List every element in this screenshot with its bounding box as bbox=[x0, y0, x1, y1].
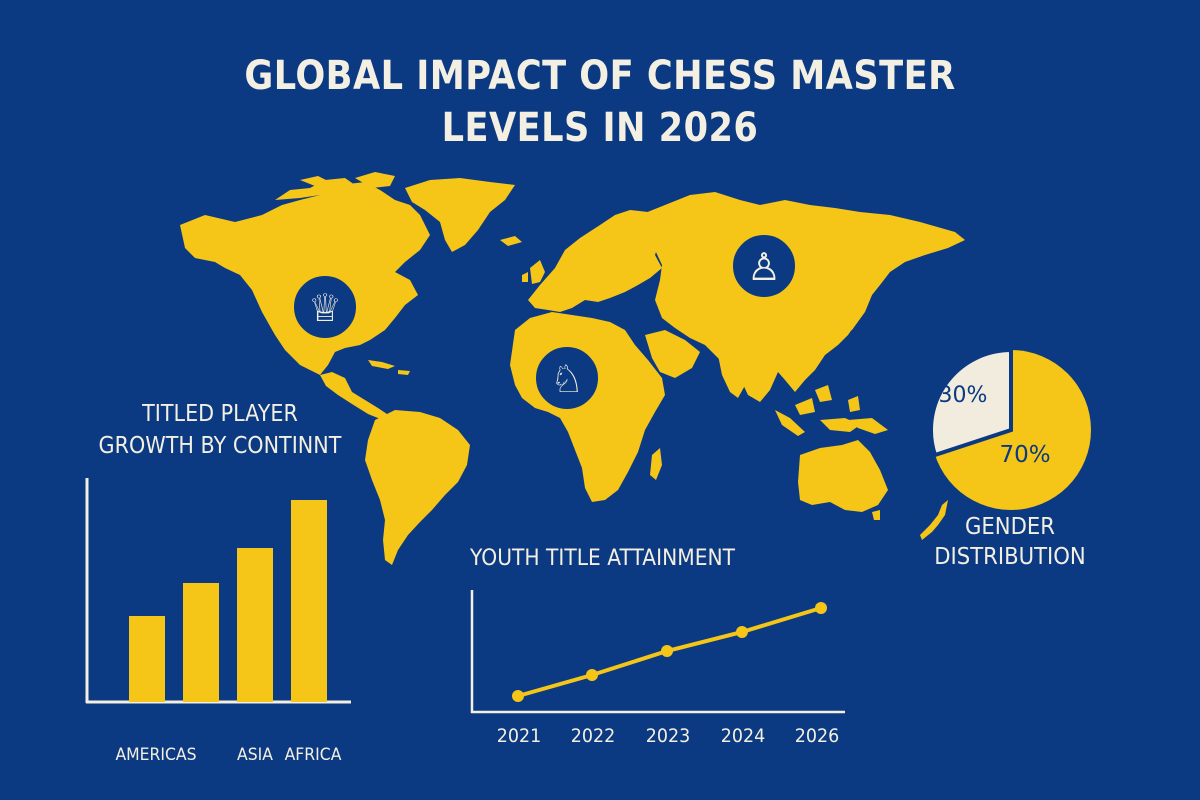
bar-asia bbox=[237, 548, 273, 702]
year-label-2026: 2026 bbox=[794, 725, 840, 747]
bar-chart-title: TITLED PLAYER GROWTH BY CONTINNT bbox=[76, 398, 364, 462]
indian-subcontinent bbox=[718, 352, 752, 398]
southeast-asia-islands bbox=[775, 385, 860, 436]
title-line-1: GLOBAL IMPACT OF CHESS MASTER bbox=[244, 53, 956, 99]
continent-arctic-islands bbox=[275, 172, 395, 200]
new-guinea bbox=[848, 418, 888, 434]
title-line-2: LEVELS IN 2026 bbox=[441, 105, 759, 151]
category-label-asia: ASIA bbox=[237, 745, 273, 765]
category-label-africa: AFRICA bbox=[284, 745, 342, 765]
bar-africa bbox=[291, 500, 327, 702]
data-point-2022 bbox=[586, 669, 598, 681]
chess-queen-icon: ♕ bbox=[308, 286, 342, 330]
tasmania bbox=[872, 510, 880, 520]
continent-africa bbox=[510, 312, 665, 502]
chess-pawn-icon: ♙ bbox=[747, 245, 781, 289]
continent-greenland bbox=[405, 178, 515, 252]
data-point-2021 bbox=[512, 690, 524, 702]
madagascar bbox=[650, 448, 662, 480]
line-chart bbox=[470, 590, 845, 714]
line-chart-title: YOUTH TITLE ATTAINMENT bbox=[470, 546, 736, 571]
continent-australia bbox=[798, 440, 888, 512]
pie-chart-title: GENDER DISTRIBUTION bbox=[909, 512, 1111, 572]
chess-knight-icon: ♘ bbox=[550, 357, 584, 401]
marker-north-america[interactable]: ♕ bbox=[292, 274, 358, 340]
marker-asia[interactable]: ♙ bbox=[731, 233, 797, 299]
new-zealand bbox=[920, 500, 948, 540]
bar-americas bbox=[129, 616, 165, 702]
pie-chart-title-line-1: GENDER bbox=[965, 514, 1055, 540]
category-label-americas: AMERICAS bbox=[115, 745, 197, 765]
arabian-peninsula bbox=[645, 330, 700, 378]
continent-central-america bbox=[320, 372, 390, 420]
pie-label-70: 70% bbox=[999, 442, 1050, 468]
pie-label-30: 30% bbox=[939, 383, 988, 408]
year-label-2022: 2022 bbox=[570, 725, 616, 747]
pie-chart: 30% 70% bbox=[929, 347, 1091, 510]
uk-islands bbox=[522, 260, 545, 284]
caribbean-islands bbox=[368, 360, 410, 375]
continent-europe bbox=[528, 210, 662, 312]
pie-slice-30 bbox=[929, 347, 1013, 458]
bar-chart bbox=[85, 478, 351, 704]
continent-south-america bbox=[365, 410, 470, 565]
japan bbox=[845, 278, 872, 332]
pie-chart-title-line-2: DISTRIBUTION bbox=[934, 544, 1086, 570]
year-label-2024: 2024 bbox=[720, 725, 766, 747]
data-point-2023 bbox=[661, 645, 673, 657]
data-point-2026 bbox=[815, 602, 827, 614]
bar-2 bbox=[183, 583, 219, 702]
bar-chart-title-line-2: GROWTH BY CONTINNT bbox=[98, 433, 342, 459]
marker-africa[interactable]: ♘ bbox=[534, 345, 600, 411]
iceland bbox=[500, 236, 522, 246]
year-label-2021: 2021 bbox=[496, 725, 542, 747]
continent-asia bbox=[640, 192, 965, 402]
continent-north-america bbox=[180, 182, 430, 375]
data-point-2024 bbox=[736, 626, 748, 638]
bar-chart-title-line-1: TITLED PLAYER bbox=[142, 401, 298, 427]
year-label-2023: 2023 bbox=[645, 725, 691, 747]
page-title: GLOBAL IMPACT OF CHESS MASTER LEVELS IN … bbox=[72, 50, 1128, 154]
